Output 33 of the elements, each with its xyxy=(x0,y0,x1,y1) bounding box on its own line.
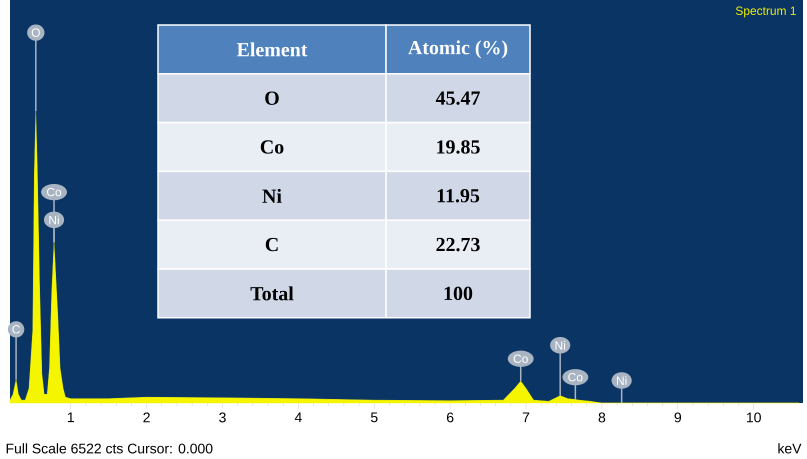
annotation: Co xyxy=(46,188,62,196)
text: Full Scale 6522 cts Cursor: 0.000 xyxy=(6,443,212,454)
x-tick-label: 7 xyxy=(522,412,530,422)
annotation: Total xyxy=(250,286,294,300)
x-tick-label: 1 xyxy=(68,412,74,422)
annotation: Co xyxy=(514,354,528,363)
annotation: O xyxy=(32,28,40,37)
annotation: Co xyxy=(260,140,284,154)
text: 45.47 xyxy=(436,91,480,105)
x-tick-label: 6 xyxy=(446,412,454,422)
annotation: C xyxy=(12,325,20,334)
x-tick-label: 4 xyxy=(294,412,302,422)
text: Atomic (%) xyxy=(408,40,508,58)
x-tick-label: 10 xyxy=(746,412,761,422)
annotation: 100 xyxy=(444,286,472,300)
annotation: 11.95 xyxy=(438,189,480,203)
annotation: Ni xyxy=(262,188,282,203)
annotation: 19.85 xyxy=(437,140,480,154)
annotation: 22.73 xyxy=(436,238,480,252)
annotation: Ni xyxy=(616,376,626,385)
text: O xyxy=(265,92,279,105)
x-tick-label: 2 xyxy=(143,412,150,422)
chart-title: Spectrum 1 xyxy=(736,6,796,18)
annotation: Ni xyxy=(49,216,59,224)
text: Element xyxy=(236,42,308,56)
x-tick-label: 3 xyxy=(219,412,226,422)
x-axis-title: keV xyxy=(778,443,802,454)
annotation: C xyxy=(266,238,278,252)
annotation: Ni xyxy=(556,340,566,350)
x-tick-label: 8 xyxy=(598,412,606,422)
x-tick-label: 9 xyxy=(674,412,682,422)
annotation: Co xyxy=(568,372,582,382)
x-tick-label: 5 xyxy=(370,412,378,422)
